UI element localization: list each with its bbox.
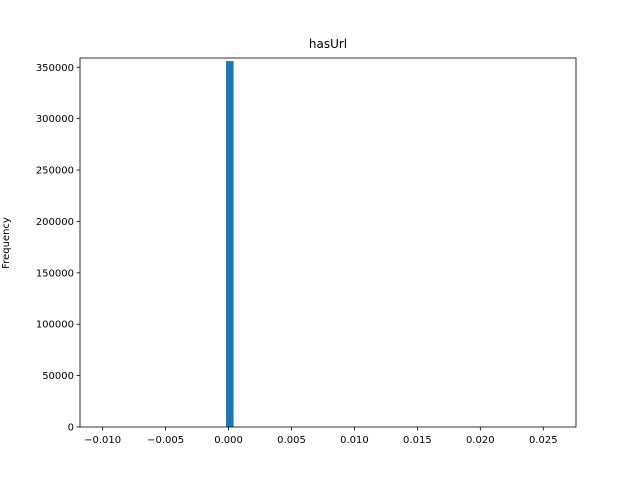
y-tick-label: 250000 — [36, 166, 74, 177]
x-tick-label: −0.005 — [147, 435, 184, 446]
chart-title: hasUrl — [309, 37, 347, 51]
x-tick-label: 0.010 — [340, 435, 369, 446]
x-axis: −0.010 −0.005 0.000 0.005 0.010 0.015 0.020 0.0… — [84, 427, 558, 446]
x-tick-label: 0.020 — [466, 435, 495, 446]
bars-group — [226, 61, 234, 428]
x-tick-label: 0.005 — [277, 435, 306, 446]
y-tick-label: 300000 — [36, 114, 74, 125]
y-tick-label: 0 — [68, 423, 74, 434]
x-tick-label: 0.025 — [529, 435, 558, 446]
x-tick-label: 0.015 — [403, 435, 432, 446]
x-tick-label: −0.010 — [84, 435, 121, 446]
plot-frame — [79, 57, 577, 428]
histogram-bar — [226, 61, 234, 428]
x-tick-label: 0.000 — [214, 435, 243, 446]
y-tick-label: 200000 — [36, 217, 74, 228]
y-tick-label: 350000 — [36, 63, 74, 74]
y-axis-label: Frequency — [1, 217, 12, 269]
y-tick-label: 50000 — [42, 371, 74, 382]
y-tick-label: 150000 — [36, 268, 74, 279]
y-tick-label: 100000 — [36, 320, 74, 331]
y-axis: 0 50000 100000 150000 200000 250000 300000 3500… — [36, 63, 80, 434]
